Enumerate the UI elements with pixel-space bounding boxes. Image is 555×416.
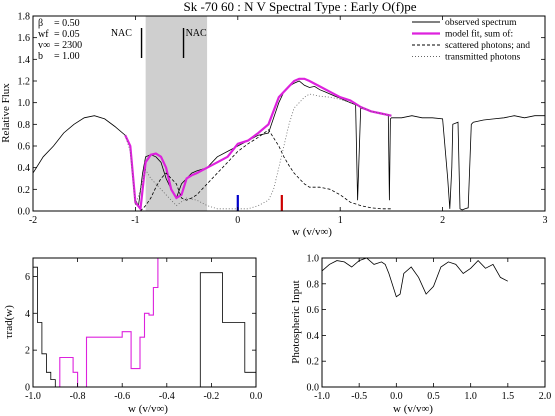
param-label: β bbox=[38, 18, 43, 29]
param-value: = 2300 bbox=[54, 40, 82, 51]
y-tick-label: 0.6 bbox=[307, 305, 320, 316]
x-tick-label: 0 bbox=[235, 215, 240, 226]
y-axis-label: Photospheric Input bbox=[290, 280, 302, 363]
x-axis-label: w (v/v∞) bbox=[128, 403, 168, 415]
x-tick-label: 1.0 bbox=[464, 391, 477, 402]
x-tick-label: 2.0 bbox=[539, 391, 552, 402]
param-value: = 1.00 bbox=[54, 51, 80, 62]
axis-ticks: -1.0 -0.5 0.0 0.5 1.0 1.5 2.0 0.0 0.2 0.4 0.6 0.8 1.… bbox=[307, 254, 552, 403]
y-tick-label: 1.0 bbox=[307, 254, 320, 265]
plot-frame bbox=[32, 257, 257, 388]
y-tick-label: 0.6 bbox=[18, 142, 31, 153]
y-tick-label: 0 bbox=[25, 383, 30, 394]
series-line-1 bbox=[55, 257, 163, 388]
tau-lines bbox=[33, 257, 257, 388]
nac-label: NAC bbox=[186, 28, 207, 39]
series-line-1 bbox=[124, 77, 392, 212]
model-parameters: β = 0.50 wf = 0.05 v∞ = 2300 b = 1.00 bbox=[38, 18, 82, 62]
x-axis-label: w (v/v∞) bbox=[393, 403, 433, 415]
x-tick-label: 1 bbox=[338, 215, 343, 226]
y-tick-label: 0.0 bbox=[307, 383, 320, 394]
x-tick-label: -2 bbox=[29, 215, 37, 226]
x-tick-label: -1 bbox=[131, 215, 139, 226]
photospheric-panel: -1.0 -0.5 0.0 0.5 1.0 1.5 2.0 0.0 0.2 0.4 0.6 0.8 1.… bbox=[290, 254, 551, 416]
x-tick-label: -0.4 bbox=[159, 391, 175, 402]
y-axis-label: Relative Flux bbox=[0, 83, 12, 143]
x-tick-label: -0.8 bbox=[70, 391, 86, 402]
param-label: b bbox=[38, 51, 43, 62]
spectrum-lines bbox=[32, 77, 545, 212]
tau-panel: -1.0 -0.8 -0.6 -0.4 -0.2 0.0 0 2 4 6 w (v/v∞) τra… bbox=[3, 257, 262, 415]
y-tick-label: 6 bbox=[25, 272, 30, 283]
x-tick-label: -1.0 bbox=[314, 391, 330, 402]
y-tick-label: 0.2 bbox=[307, 357, 320, 368]
y-tick-label: 1.6 bbox=[18, 33, 31, 44]
y-tick-label: 2 bbox=[25, 346, 30, 357]
spectrum-panel: -2 -1 0 1 2 3 0.0 0.2 0.4 0.6 0.8 1.0 1.2 1.4 1.6 1.8 S… bbox=[0, 0, 548, 238]
y-tick-label: 0.8 bbox=[307, 279, 320, 290]
y-tick-label: 0.0 bbox=[18, 207, 31, 218]
legend-label-1: model fit, sum of: bbox=[445, 29, 513, 40]
nac-annotations: NAC NAC bbox=[111, 28, 207, 58]
x-tick-label: 0.0 bbox=[250, 391, 263, 402]
x-axis-label: w (v/v∞) bbox=[292, 226, 332, 238]
y-tick-label: 1.8 bbox=[18, 12, 31, 23]
y-tick-label: 1.4 bbox=[18, 55, 31, 66]
x-tick-label: 3 bbox=[543, 215, 548, 226]
plot-frame bbox=[32, 15, 546, 212]
x-tick-label: 1.5 bbox=[502, 391, 515, 402]
y-tick-label: 1.0 bbox=[18, 98, 31, 109]
x-tick-label: -1.0 bbox=[25, 391, 41, 402]
series-line-0 bbox=[321, 257, 508, 298]
y-tick-label: 0.4 bbox=[307, 331, 320, 342]
param-label: wf bbox=[38, 29, 49, 40]
photospheric-lines bbox=[321, 257, 508, 298]
y-tick-label: 4 bbox=[25, 309, 30, 320]
x-tick-label: -0.5 bbox=[351, 391, 367, 402]
chart-title: Sk -70 60 : N V Spectral Type : Early O(… bbox=[183, 0, 416, 14]
y-tick-label: 1.2 bbox=[18, 77, 31, 88]
x-tick-label: 0.0 bbox=[390, 391, 403, 402]
nac-label: NAC bbox=[111, 28, 132, 39]
legend-label-2: scattered photons; and bbox=[445, 41, 530, 51]
param-label: v∞ bbox=[38, 40, 50, 51]
axis-ticks: -1.0 -0.8 -0.6 -0.4 -0.2 0.0 0 2 4 6 bbox=[25, 258, 262, 402]
param-value: = 0.50 bbox=[54, 18, 80, 29]
series-line-0 bbox=[33, 266, 257, 388]
series-line-2 bbox=[135, 129, 392, 212]
legend-label-3: transmitted photons bbox=[445, 53, 521, 63]
y-tick-label: 0.4 bbox=[18, 163, 31, 174]
x-tick-label: 0.5 bbox=[427, 391, 440, 402]
x-tick-label: 2 bbox=[440, 215, 445, 226]
y-tick-label: 0.2 bbox=[18, 185, 31, 196]
plot-frame bbox=[321, 257, 546, 388]
x-tick-label: -0.6 bbox=[114, 391, 130, 402]
series-line-0 bbox=[32, 80, 545, 211]
legend-label-0: observed spectrum bbox=[445, 18, 517, 28]
y-tick-label: 0.8 bbox=[18, 120, 31, 131]
shaded-band bbox=[145, 16, 208, 211]
x-tick-label: -0.2 bbox=[203, 391, 219, 402]
y-axis-label: τrad(w) bbox=[3, 305, 15, 339]
param-value: = 0.05 bbox=[54, 29, 80, 40]
axis-ticks: -2 -1 0 1 2 3 0.0 0.2 0.4 0.6 0.8 1.0 1.2 1.4 1.6 1.8 bbox=[18, 12, 548, 227]
